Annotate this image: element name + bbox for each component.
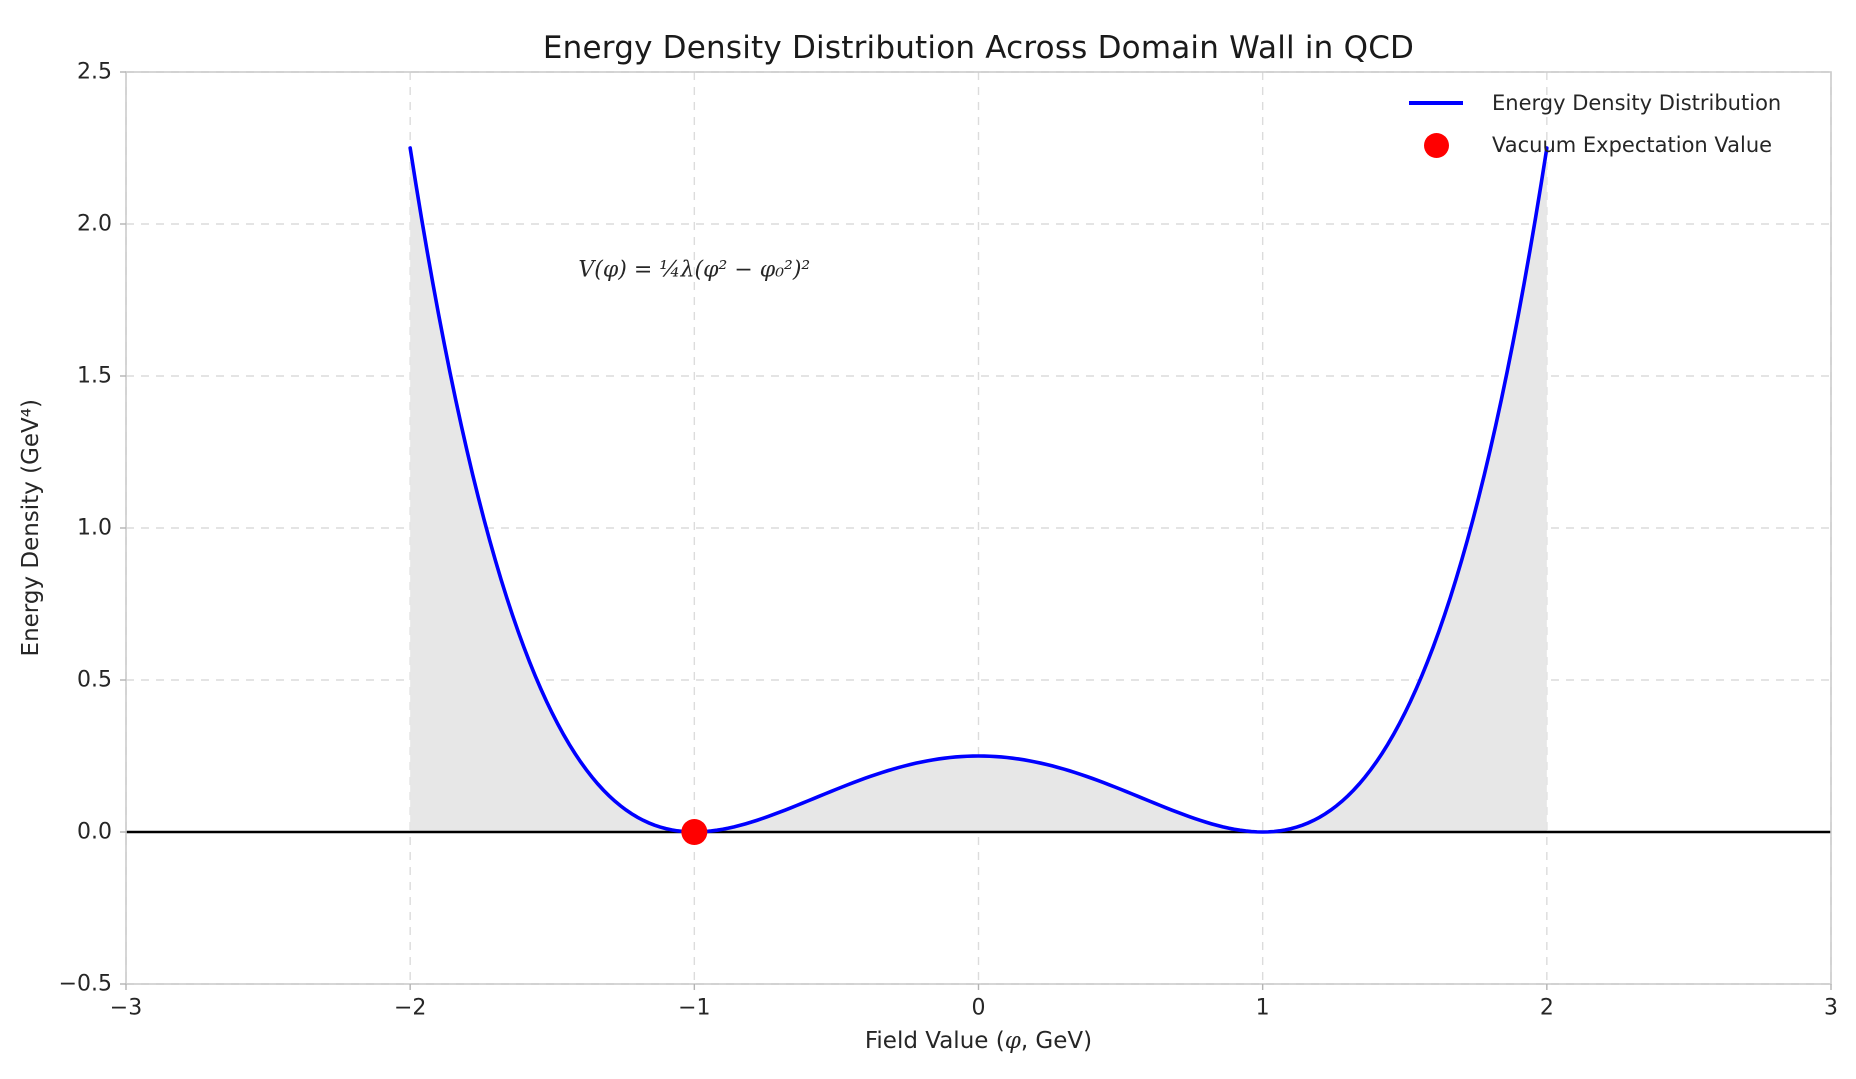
legend-item-energy-density: Energy Density Distribution — [1398, 82, 1834, 124]
legend: Energy Density Distribution Vacuum Expec… — [1398, 82, 1834, 166]
x-tick-label: −2 — [393, 995, 427, 1021]
x-tick-label: 0 — [971, 995, 986, 1021]
energy-density-fill — [410, 148, 1547, 832]
legend-label: Energy Density Distribution — [1492, 91, 1782, 115]
legend-item-vacuum-expectation: Vacuum Expectation Value — [1398, 124, 1834, 166]
y-tick-label: 0.5 — [77, 667, 112, 693]
x-tick-label: −1 — [678, 995, 711, 1021]
y-tick-label: 2.0 — [77, 211, 112, 237]
x-axis-label-prefix: Field Value ( — [864, 1028, 1005, 1054]
legend-dot-swatch — [1398, 132, 1474, 158]
y-tick-label: 2.5 — [77, 59, 112, 85]
y-tick-label: 1.5 — [77, 363, 112, 389]
x-tick-label: 3 — [1824, 995, 1838, 1021]
potential-formula-annotation: V(φ) = ¼λ(φ² − φ₀²)² — [578, 257, 811, 283]
x-axis-label: Field Value (φ, GeV) — [126, 1028, 1831, 1054]
legend-dot-icon — [1423, 132, 1449, 158]
legend-line-icon — [1409, 101, 1463, 105]
y-axis-label-text: Energy Density (GeV⁴) — [18, 399, 44, 657]
y-tick-label: −0.5 — [58, 971, 112, 997]
chart-title: Energy Density Distribution Across Domai… — [542, 30, 1415, 66]
x-tick-label: 2 — [1539, 995, 1554, 1021]
x-axis-label-suffix: , GeV) — [1020, 1028, 1093, 1054]
legend-line-swatch — [1398, 101, 1474, 105]
vacuum-expectation-marker — [681, 819, 708, 845]
y-axis-label: Energy Density (GeV⁴) — [18, 72, 44, 984]
phi-symbol: φ — [1004, 1028, 1021, 1054]
x-tick-label: 1 — [1255, 995, 1270, 1021]
legend-label: Vacuum Expectation Value — [1492, 133, 1773, 157]
y-tick-label: 1.0 — [77, 515, 112, 541]
y-tick-label: 0.0 — [77, 819, 112, 845]
energy-density-curve — [408, 146, 1549, 834]
x-tick-label: −3 — [109, 995, 143, 1021]
